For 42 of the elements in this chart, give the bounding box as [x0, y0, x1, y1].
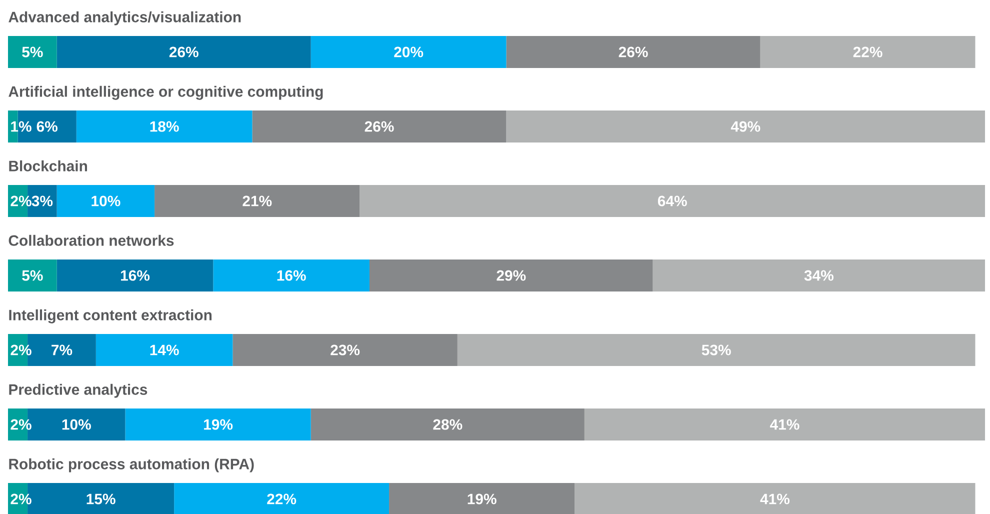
data-label: 2%: [10, 196, 32, 206]
data-label: 34%: [804, 270, 834, 281]
y-tick-label: Robotic process automation (RPA): [9, 458, 254, 472]
data-label: 5%: [22, 46, 43, 58]
data-label: 10%: [62, 419, 91, 430]
data-label: 16%: [120, 270, 150, 281]
data-label: 2%: [10, 344, 32, 356]
y-tick-label: Collaboration networks: [8, 234, 174, 246]
data-label: 26%: [618, 46, 648, 58]
data-label: 21%: [242, 196, 272, 206]
data-label: 49%: [730, 121, 760, 132]
data-label: 5%: [22, 270, 43, 281]
data-label: 26%: [364, 121, 394, 132]
data-label: 22%: [267, 494, 296, 504]
data-label: 2%: [10, 494, 32, 504]
data-label: 41%: [770, 419, 800, 430]
data-label: 7%: [52, 344, 72, 356]
y-tick-label: Blockchain: [9, 160, 87, 172]
data-label: 19%: [468, 494, 496, 504]
data-label: 28%: [433, 419, 462, 430]
data-label: 53%: [702, 344, 731, 356]
data-label: 15%: [86, 494, 116, 504]
data-label: 20%: [394, 46, 424, 58]
data-label: 16%: [277, 270, 306, 281]
data-label: 29%: [496, 270, 526, 281]
data-label: 14%: [150, 344, 179, 356]
data-label: 22%: [853, 46, 882, 58]
data-label: 26%: [169, 46, 198, 58]
y-tick-label: Predictive analytics: [9, 384, 148, 398]
data-label: 10%: [92, 196, 120, 206]
data-label: 2%: [10, 419, 32, 430]
data-label: 6%: [36, 121, 58, 132]
data-label: 19%: [204, 419, 233, 430]
data-label: 23%: [330, 344, 360, 356]
data-label: 3%: [32, 196, 53, 206]
data-label: 18%: [150, 121, 179, 132]
y-tick-label: Advanced analytics/visualization: [8, 11, 241, 26]
y-tick-label: Intelligent content extraction: [9, 309, 212, 324]
data-label: 41%: [760, 494, 790, 504]
y-tick-label: Artificial intelligence or cognitive computing: [8, 86, 323, 100]
data-label: 1%: [11, 121, 32, 132]
data-label: 64%: [658, 196, 687, 206]
